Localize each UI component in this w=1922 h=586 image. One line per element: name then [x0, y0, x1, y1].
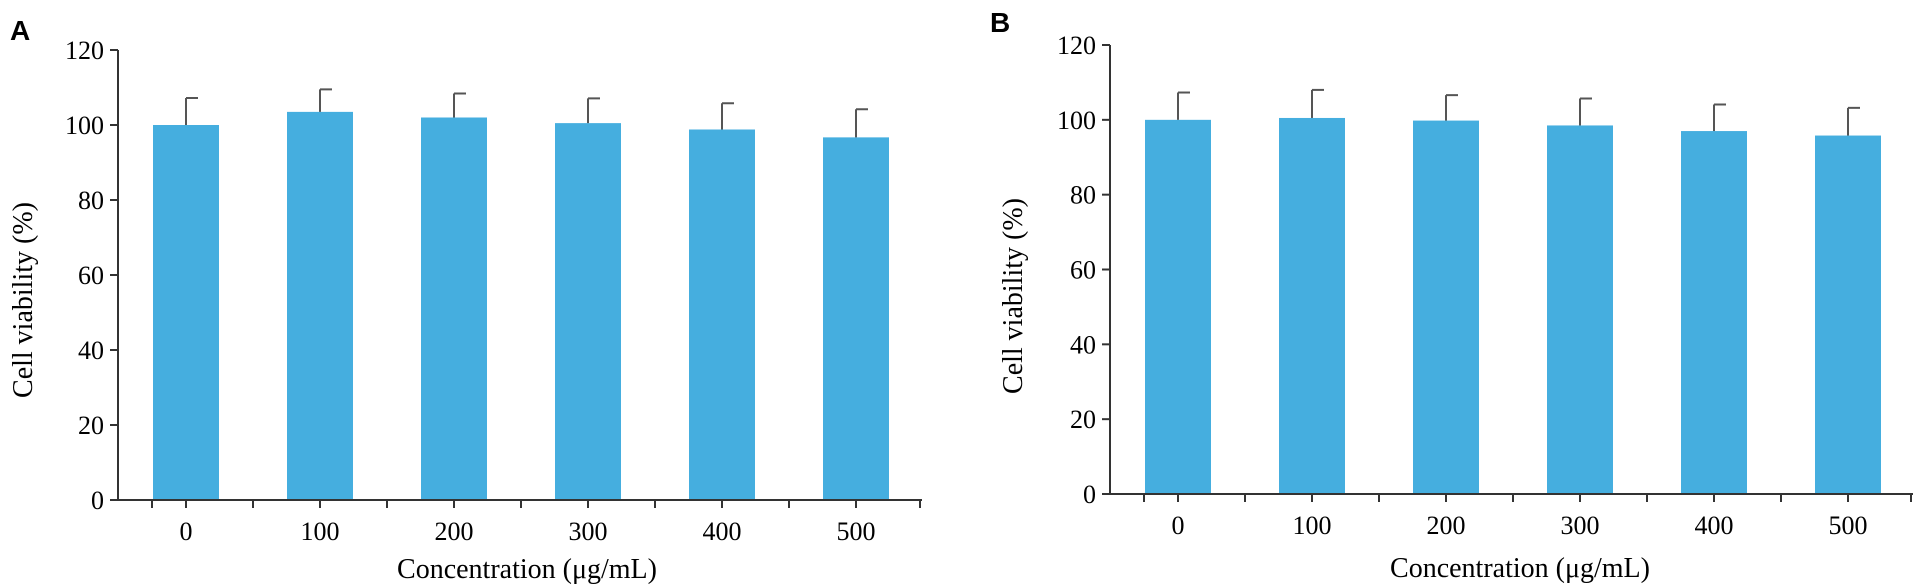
- y-tick-label: 0: [1083, 480, 1096, 509]
- x-axis-title: Concentration (μg/mL): [1390, 553, 1650, 584]
- bar: [1413, 120, 1479, 494]
- x-tick-label: 100: [301, 517, 340, 546]
- y-tick-label: 80: [78, 186, 104, 215]
- x-tick-label: 400: [703, 517, 742, 546]
- panel-a: A 0 20 40 60 80 100 120 0 100 200 300 400 500 Conce…: [8, 15, 922, 585]
- panel-label: B: [990, 7, 1010, 38]
- x-tick-label: 300: [569, 517, 608, 546]
- bars-group: [153, 111, 889, 500]
- panel-b: B 0 20 40 60 80 100 120 0 100 200 300 400 500 Conce…: [990, 7, 1913, 584]
- x-tick-label: 200: [1427, 511, 1466, 540]
- bar: [823, 137, 889, 500]
- x-axis-title: Concentration (μg/mL): [397, 554, 657, 585]
- bar: [1547, 125, 1613, 494]
- x-tick-label: 0: [1172, 511, 1185, 540]
- y-ticks-group: 0 20 40 60 80 100 120: [65, 36, 118, 515]
- bar: [153, 125, 219, 500]
- y-tick-label: 60: [1070, 256, 1096, 285]
- bar: [1145, 119, 1211, 494]
- bar: [1815, 135, 1881, 494]
- y-tick-label: 120: [65, 36, 104, 65]
- error-bars-group: [1177, 88, 1860, 136]
- x-tick-label: 300: [1561, 511, 1600, 540]
- axes-group: [117, 50, 922, 501]
- y-tick-label: 120: [1057, 31, 1096, 60]
- x-tick-label: 500: [837, 517, 876, 546]
- bars-group: [1145, 117, 1881, 495]
- y-tick-label: 40: [78, 336, 104, 365]
- x-tick-label: 500: [1829, 511, 1868, 540]
- x-ticks-group: 0 100 200 300 400 500: [151, 500, 921, 546]
- x-tick-label: 400: [1695, 511, 1734, 540]
- y-tick-label: 100: [65, 111, 104, 140]
- y-axis-title: Cell viability (%): [998, 198, 1029, 394]
- x-tick-label: 100: [1293, 511, 1332, 540]
- bar: [555, 123, 621, 500]
- x-ticks-group: 0 100 200 300 400 500: [1143, 494, 1912, 540]
- bar: [287, 111, 353, 500]
- y-tick-label: 40: [1070, 330, 1096, 359]
- axes-group: [1109, 45, 1913, 495]
- bar: [689, 129, 755, 500]
- bar: [1681, 131, 1747, 494]
- x-tick-label: 0: [180, 517, 193, 546]
- y-tick-label: 0: [91, 486, 104, 515]
- error-bars-group: [185, 88, 868, 138]
- y-tick-label: 100: [1057, 106, 1096, 135]
- y-tick-label: 20: [78, 411, 104, 440]
- y-axis-title: Cell viability (%): [8, 202, 39, 398]
- y-ticks-group: 0 20 40 60 80 100 120: [1057, 31, 1110, 509]
- bar: [1279, 117, 1345, 495]
- panel-label: A: [10, 15, 30, 46]
- y-tick-label: 80: [1070, 181, 1096, 210]
- x-tick-label: 200: [435, 517, 474, 546]
- bar: [421, 117, 487, 500]
- y-tick-label: 60: [78, 261, 104, 290]
- y-tick-label: 20: [1070, 405, 1096, 434]
